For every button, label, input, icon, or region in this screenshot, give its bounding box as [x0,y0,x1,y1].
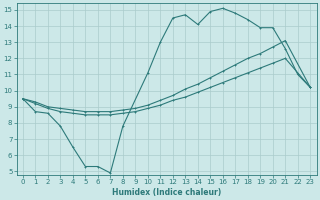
X-axis label: Humidex (Indice chaleur): Humidex (Indice chaleur) [112,188,221,197]
